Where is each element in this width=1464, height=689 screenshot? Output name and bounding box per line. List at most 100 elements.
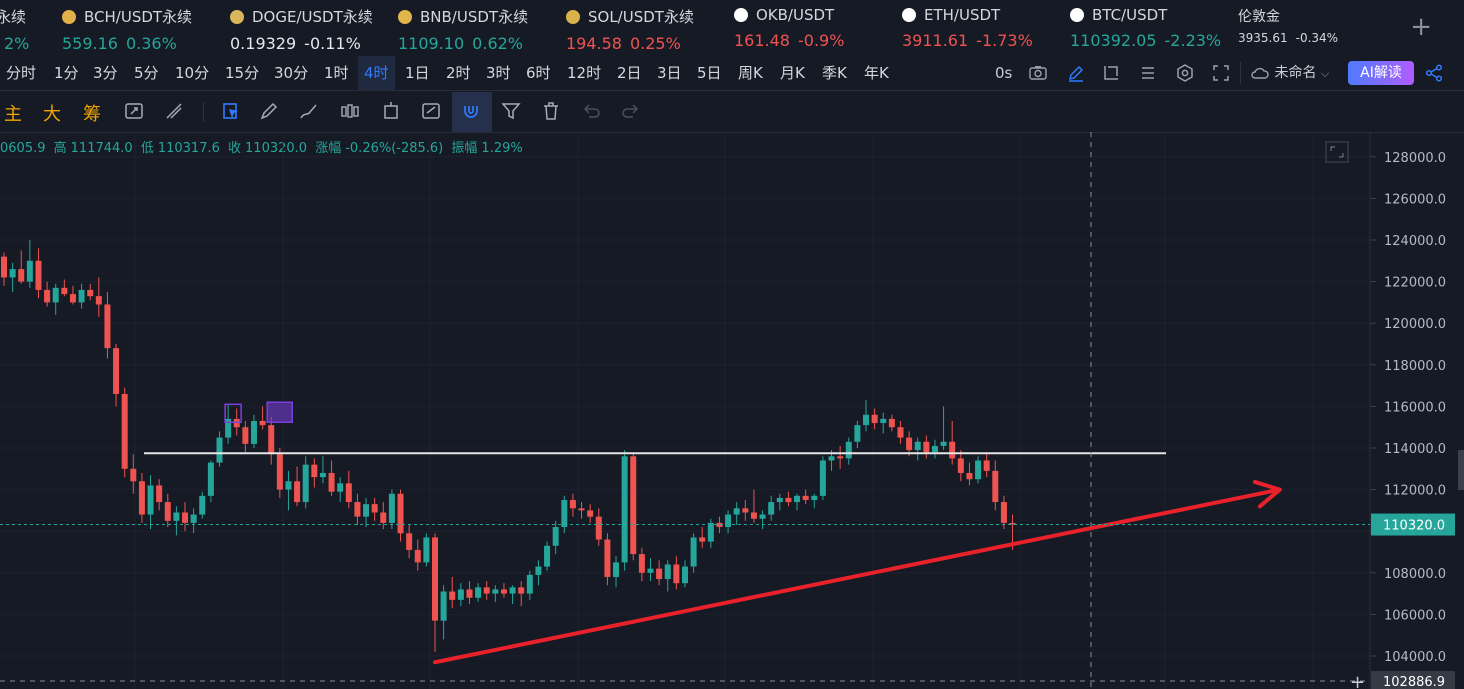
change-value: -0.26%(-285.6) <box>345 141 444 156</box>
candle-body <box>250 420 257 444</box>
ticker-price: 3935.61 <box>1238 31 1288 45</box>
indicator-tab-large[interactable]: 大 <box>43 104 61 125</box>
fullscreen-icon[interactable] <box>1211 63 1231 83</box>
note-tool-icon[interactable] <box>420 100 442 122</box>
ai-analysis-button[interactable]: AI解读 <box>1348 61 1414 85</box>
position-tool-icon[interactable] <box>380 100 402 122</box>
candle-body <box>699 537 706 542</box>
ticker-item[interactable]: 永续 2% <box>0 6 29 53</box>
ticker-item[interactable]: SOL/USDT永续 194.58 0.25% <box>566 6 694 53</box>
timeframe-tab[interactable]: 2日 <box>617 64 642 82</box>
timeframe-tab[interactable]: 30分 <box>274 64 309 82</box>
pen-tool-icon[interactable] <box>258 100 280 122</box>
candle-body <box>509 587 516 594</box>
candle-body <box>294 481 301 503</box>
ticker-item[interactable]: BCH/USDT永续 559.16 0.36% <box>62 6 192 53</box>
timeframe-tab[interactable]: 3日 <box>657 64 682 82</box>
trash-icon[interactable] <box>540 100 562 122</box>
ticker-item[interactable]: OKB/USDT 161.48 -0.9% <box>734 6 844 50</box>
ticker-item[interactable]: BTC/USDT 110392.05 -2.23% <box>1070 6 1221 50</box>
high-value: 111744.0 <box>70 141 133 156</box>
timeframe-tab[interactable]: 6时 <box>526 64 551 82</box>
price-axis-label: 118000.0 <box>1384 359 1446 374</box>
brush-tool-icon[interactable] <box>298 100 320 122</box>
pencil-icon[interactable] <box>1066 63 1086 83</box>
candle-body <box>225 418 232 438</box>
timeframe-tab[interactable]: 5日 <box>697 64 722 82</box>
timeframe-tab[interactable]: 5分 <box>134 64 159 82</box>
scrollbar-handle[interactable] <box>1458 450 1464 490</box>
indicator-tab-main[interactable]: 主 <box>4 104 22 125</box>
ohlc-info: 0605.9 高 111744.0 低 110317.6 收 110320.0 涨幅 -… <box>0 137 527 156</box>
ticker-price: 559.16 <box>62 34 118 53</box>
expand-chart-icon[interactable] <box>1325 141 1349 163</box>
ticker-item[interactable]: BNB/USDT永续 1109.10 0.62% <box>398 6 528 53</box>
timeframe-tab[interactable]: 3分 <box>93 64 118 82</box>
candle-body <box>87 289 94 297</box>
trendline-arrow[interactable] <box>433 487 1282 665</box>
timeframe-tab[interactable]: 2时 <box>446 64 471 82</box>
close-value: 110320.0 <box>245 141 308 156</box>
candle-body <box>354 502 361 517</box>
candle-body <box>638 554 645 573</box>
timeframe-tab[interactable]: 3时 <box>486 64 511 82</box>
candle-body <box>707 522 714 542</box>
add-alert-icon[interactable]: + <box>1350 672 1365 689</box>
timeframe-tab[interactable]: 12时 <box>567 64 602 82</box>
indicator-tab-chips[interactable]: 筹 <box>83 104 101 125</box>
eth-coin-icon <box>902 8 916 22</box>
price-axis-label: 128000.0 <box>1384 151 1446 166</box>
crop-icon[interactable] <box>1101 63 1121 83</box>
filter-icon[interactable] <box>500 100 522 122</box>
ticker-item[interactable]: ETH/USDT 3911.61 -1.73% <box>902 6 1033 50</box>
timeframe-tab[interactable]: 1分 <box>54 64 79 82</box>
timeframe-tab[interactable]: 年K <box>864 64 889 82</box>
camera-icon[interactable] <box>1028 63 1048 83</box>
candle-body <box>449 591 456 600</box>
low-label: 低 <box>140 141 154 156</box>
timeframe-tab[interactable]: 15分 <box>225 64 260 82</box>
timeframe-tab[interactable]: 1时 <box>324 64 349 82</box>
ticker-name: DOGE/USDT永续 <box>252 8 373 26</box>
ticker-item[interactable]: 伦敦金 3935.61 -0.34% <box>1238 6 1338 45</box>
candle-body <box>182 512 189 523</box>
candle-body <box>871 414 878 424</box>
layout-selector[interactable]: 未命名 ⌵ <box>1250 56 1329 90</box>
replay-icon[interactable] <box>123 100 145 122</box>
candlestick-chart[interactable]: 104000.0 106000.0 108000.0 112000.0 114000.0… <box>0 132 1464 689</box>
candle-body <box>837 456 844 459</box>
timeframe-tab[interactable]: 季K <box>822 64 847 82</box>
redo-icon[interactable] <box>620 100 642 122</box>
ticker-item[interactable]: DOGE/USDT永续 0.19329 -0.11% <box>230 6 373 53</box>
gear-icon[interactable] <box>1175 63 1195 83</box>
timeframe-tab[interactable]: 月K <box>780 64 805 82</box>
candle-body <box>44 289 51 303</box>
settings-list-icon[interactable] <box>1138 63 1158 83</box>
price-axis-label: 126000.0 <box>1384 192 1446 207</box>
candle-body <box>983 460 990 471</box>
candle-body <box>319 472 326 478</box>
share-icon[interactable] <box>1424 63 1444 83</box>
current-price-label: 110320.0 <box>1383 519 1445 534</box>
cursor-tool-icon[interactable] <box>220 100 242 122</box>
candle-body <box>1009 522 1016 525</box>
timeframe-tab[interactable]: 1日 <box>405 64 430 82</box>
candle-body <box>104 304 111 349</box>
undo-icon[interactable] <box>580 100 602 122</box>
ruler-icon[interactable] <box>163 100 185 122</box>
candle-tool-icon[interactable] <box>339 100 361 122</box>
candle-body <box>78 289 85 303</box>
magnet-icon[interactable] <box>460 100 482 122</box>
candle-body <box>475 587 482 598</box>
low-value: 110317.6 <box>157 141 220 156</box>
timeframe-tab[interactable]: 分时 <box>6 64 37 82</box>
divider <box>0 132 1464 133</box>
add-ticker-button[interactable]: + <box>1410 12 1432 42</box>
timeframe-tab[interactable]: 10分 <box>175 64 210 82</box>
timeframe-tab[interactable]: 周K <box>738 64 763 82</box>
candle-body <box>604 539 611 577</box>
candle-body <box>535 566 542 575</box>
timeframe-tab[interactable]: 4时 <box>358 56 395 90</box>
ticker-price: 161.48 <box>734 31 790 50</box>
crosshair-price-label: 102886.9 <box>1383 675 1445 689</box>
